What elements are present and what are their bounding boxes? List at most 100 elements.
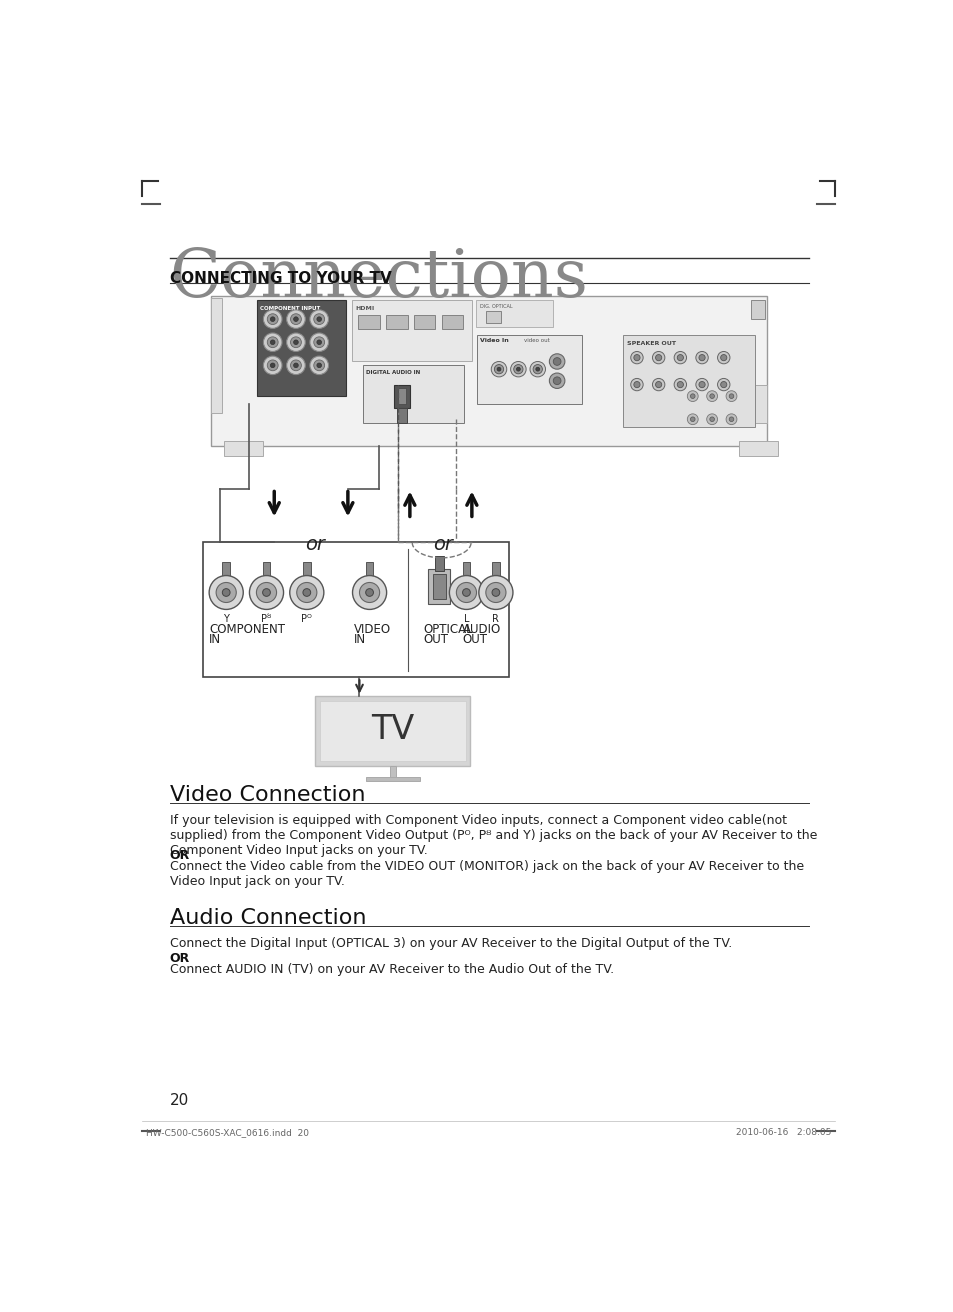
Circle shape xyxy=(630,352,642,363)
Circle shape xyxy=(725,391,736,401)
Bar xyxy=(385,315,407,329)
Bar xyxy=(739,441,778,457)
Bar xyxy=(397,388,406,404)
Circle shape xyxy=(291,337,301,348)
Circle shape xyxy=(494,365,503,374)
Bar xyxy=(476,335,581,404)
Text: or: or xyxy=(433,535,453,554)
Circle shape xyxy=(706,413,717,425)
Circle shape xyxy=(286,356,305,375)
Circle shape xyxy=(267,314,278,324)
Circle shape xyxy=(310,310,328,328)
Text: DIG. OPTICAL: DIG. OPTICAL xyxy=(479,304,512,308)
Circle shape xyxy=(286,333,305,352)
Circle shape xyxy=(497,367,500,371)
Circle shape xyxy=(267,359,278,371)
Text: L: L xyxy=(463,614,469,625)
Circle shape xyxy=(549,354,564,369)
Text: HW-C500-C560S-XAC_0616.indd  20: HW-C500-C560S-XAC_0616.indd 20 xyxy=(146,1127,309,1136)
Text: Pᴽ: Pᴽ xyxy=(261,614,272,625)
Text: 2010-06-16   2:08:05: 2010-06-16 2:08:05 xyxy=(736,1127,831,1136)
Bar xyxy=(363,365,464,422)
Circle shape xyxy=(699,354,704,361)
Circle shape xyxy=(709,394,714,399)
Circle shape xyxy=(491,362,506,377)
Circle shape xyxy=(652,378,664,391)
Text: DIGITAL AUDIO IN: DIGITAL AUDIO IN xyxy=(365,370,419,375)
Circle shape xyxy=(462,589,470,597)
Circle shape xyxy=(516,367,519,371)
Circle shape xyxy=(310,356,328,375)
Text: 20: 20 xyxy=(170,1093,189,1109)
Circle shape xyxy=(290,576,323,610)
Circle shape xyxy=(690,417,695,421)
Bar xyxy=(222,562,230,577)
Circle shape xyxy=(353,576,386,610)
Circle shape xyxy=(695,352,707,363)
Circle shape xyxy=(655,354,661,361)
Bar xyxy=(433,575,445,598)
Circle shape xyxy=(365,589,373,597)
Circle shape xyxy=(699,382,704,387)
Circle shape xyxy=(256,583,276,602)
Text: Connect the Digital Input (OPTICAL 3) on your AV Receiver to the Digital Output : Connect the Digital Input (OPTICAL 3) on… xyxy=(170,938,731,950)
Circle shape xyxy=(270,316,274,321)
Circle shape xyxy=(316,316,321,321)
Text: CONNECTING TO YOUR TV: CONNECTING TO YOUR TV xyxy=(170,272,391,286)
Circle shape xyxy=(655,382,661,387)
Bar xyxy=(365,777,419,781)
Circle shape xyxy=(294,363,298,367)
Circle shape xyxy=(709,417,714,421)
Circle shape xyxy=(286,310,305,328)
Bar xyxy=(257,300,346,396)
Circle shape xyxy=(296,583,316,602)
Circle shape xyxy=(530,362,545,377)
Text: or: or xyxy=(305,535,325,554)
Bar xyxy=(262,562,270,577)
Text: OPTICAL: OPTICAL xyxy=(423,623,473,636)
Bar xyxy=(224,441,262,457)
Bar xyxy=(750,300,764,319)
Text: AUDIO: AUDIO xyxy=(462,623,500,636)
Circle shape xyxy=(316,363,321,367)
Circle shape xyxy=(630,378,642,391)
Text: COMPONENT INPUT: COMPONENT INPUT xyxy=(259,306,319,311)
Bar xyxy=(394,384,410,408)
Bar xyxy=(390,766,395,777)
Bar xyxy=(485,311,500,323)
Bar xyxy=(397,408,406,422)
Circle shape xyxy=(316,340,321,345)
Circle shape xyxy=(686,391,698,401)
Bar xyxy=(754,384,766,422)
Circle shape xyxy=(728,417,733,421)
Text: VIDEO: VIDEO xyxy=(354,623,391,636)
Circle shape xyxy=(510,362,525,377)
Circle shape xyxy=(492,589,499,597)
Circle shape xyxy=(725,413,736,425)
Text: SPEAKER OUT: SPEAKER OUT xyxy=(626,341,675,345)
Bar xyxy=(428,569,450,604)
Circle shape xyxy=(677,382,682,387)
Circle shape xyxy=(270,363,274,367)
Circle shape xyxy=(553,377,560,384)
Circle shape xyxy=(485,583,505,602)
Bar xyxy=(211,297,766,446)
Bar xyxy=(462,562,470,577)
Circle shape xyxy=(249,576,283,610)
Circle shape xyxy=(720,354,726,361)
Text: video out: video out xyxy=(523,338,549,344)
Bar xyxy=(211,298,221,413)
Circle shape xyxy=(303,589,311,597)
Circle shape xyxy=(513,365,522,374)
Bar xyxy=(476,300,553,327)
Circle shape xyxy=(690,394,695,399)
Circle shape xyxy=(695,378,707,391)
Circle shape xyxy=(267,337,278,348)
Circle shape xyxy=(633,382,639,387)
Circle shape xyxy=(674,352,686,363)
Circle shape xyxy=(652,352,664,363)
Circle shape xyxy=(674,378,686,391)
Circle shape xyxy=(314,314,324,324)
Circle shape xyxy=(633,354,639,361)
Circle shape xyxy=(549,373,564,388)
